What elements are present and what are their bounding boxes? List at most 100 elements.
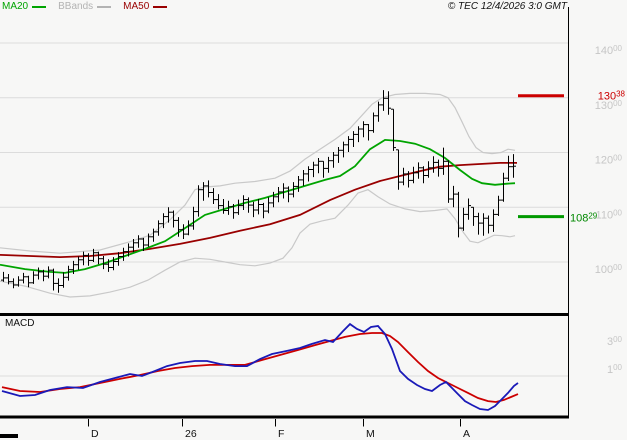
legend-label-ma20: MA20 <box>2 1 29 12</box>
price-axis-label-120: 12000 <box>595 154 623 167</box>
ohlc-bar <box>481 213 486 236</box>
ohlc-bar <box>411 166 416 184</box>
ohlc-bar <box>501 172 506 202</box>
macd-axis-labels: 300 100 <box>607 335 623 376</box>
ohlc-bar <box>301 170 306 186</box>
ohlc-bar <box>11 278 16 289</box>
ohlc-bar <box>86 253 91 266</box>
panel-separator <box>0 313 568 316</box>
ohlc-bar <box>511 154 516 178</box>
ohlc-bar <box>36 267 41 280</box>
ohlc-bar <box>386 91 391 115</box>
x-axis: D 26 F M A <box>88 419 470 440</box>
ohlc-bar <box>151 228 156 242</box>
ohlc-bar <box>276 187 281 203</box>
ohlc-bar <box>26 275 31 288</box>
bollinger-lower-line <box>0 189 516 298</box>
x-tick-label-D: D <box>91 428 99 440</box>
ohlc-bar <box>401 167 406 186</box>
ohlc-bar <box>361 121 366 138</box>
ohlc-bar <box>196 185 201 217</box>
ohlc-bar <box>216 194 221 210</box>
ohlc-bar <box>341 141 346 158</box>
ohlc-bar <box>161 213 166 229</box>
ohlc-bar <box>446 160 451 203</box>
ohlc-bar <box>296 176 301 192</box>
chart-frame <box>0 7 569 438</box>
ohlc-bar <box>491 209 496 232</box>
ohlc-bar <box>81 251 86 266</box>
ohlc-bar <box>136 235 141 248</box>
ohlc-bar <box>331 152 336 168</box>
ohlc-bar <box>116 252 121 266</box>
ohlc-bar <box>266 197 271 214</box>
ohlc-bar <box>191 206 196 230</box>
copyright-text: © TEC 12/4/2026 3:0 GMT <box>447 1 567 12</box>
ohlc-bar <box>306 166 311 182</box>
ohlc-bar <box>281 183 286 199</box>
ohlc-bar <box>256 199 261 215</box>
ohlc-bar <box>231 204 236 219</box>
support-level-label: 10829 <box>570 212 598 225</box>
ohlc-bar <box>351 131 356 147</box>
price-axis-label-100: 10000 <box>595 263 623 276</box>
ohlc-bar <box>381 90 386 111</box>
ohlc-bar <box>261 202 266 219</box>
ohlc-bar <box>456 191 461 238</box>
ohlc-bar <box>126 243 131 257</box>
legend-dash-bbands <box>97 6 112 8</box>
ohlc-bar <box>21 272 26 284</box>
ohlc-bar <box>486 215 491 234</box>
ohlc-bar <box>181 224 186 239</box>
ohlc-bar <box>451 185 456 208</box>
ohlc-bar <box>66 265 71 281</box>
ohlc-bar <box>436 159 441 177</box>
ohlc-bar <box>1 271 6 282</box>
price-bars <box>1 90 516 293</box>
ohlc-bar <box>316 158 321 174</box>
ohlc-bar <box>441 147 446 175</box>
ohlc-bar <box>206 180 211 198</box>
x-tick-label-A: A <box>463 428 470 440</box>
ohlc-bar <box>31 271 36 284</box>
ohlc-bar <box>396 149 401 190</box>
ohlc-bar <box>101 256 106 270</box>
ohlc-bar <box>51 268 56 291</box>
x-tick-label-M: M <box>366 428 375 440</box>
macd-axis-label-3: 300 <box>607 335 623 348</box>
bottom-left-bar <box>0 434 18 438</box>
price-axis-label-110: 11000 <box>596 208 623 221</box>
legend-label-ma50: MA50 <box>123 1 150 12</box>
ohlc-bar <box>46 266 51 279</box>
ohlc-bar <box>141 237 146 251</box>
ohlc-bar <box>201 182 206 201</box>
ohlc-bar <box>6 274 11 285</box>
indicator-legend: MA20 BBands MA50 <box>2 1 179 13</box>
ohlc-bar <box>56 278 61 293</box>
bollinger-lower-line <box>0 189 516 298</box>
ohlc-bar <box>236 199 241 215</box>
price-axis-label-130: 13000 <box>595 99 623 112</box>
price-axis-label-140: 14000 <box>595 44 623 57</box>
ohlc-bar <box>291 182 296 198</box>
ohlc-bar <box>466 198 471 220</box>
ohlc-bar <box>96 251 101 265</box>
ohlc-bar <box>336 147 341 163</box>
ma20-line <box>0 138 516 274</box>
ma20-line <box>0 138 516 274</box>
resistance-level-label: 13038 <box>598 90 626 103</box>
legend-item-ma50: MA50 <box>123 1 168 13</box>
bollinger-upper-line <box>0 92 516 254</box>
ohlc-bar <box>131 239 136 253</box>
ohlc-bar <box>176 217 181 237</box>
ohlc-bar <box>251 201 256 218</box>
legend-item-bbands: BBands <box>58 1 112 13</box>
ohlc-bar <box>461 207 466 231</box>
ohlc-bar <box>311 161 316 178</box>
ohlc-bar <box>241 195 246 210</box>
ohlc-bar <box>431 156 436 173</box>
ohlc-bar <box>391 108 396 151</box>
ohlc-bar <box>121 247 126 261</box>
